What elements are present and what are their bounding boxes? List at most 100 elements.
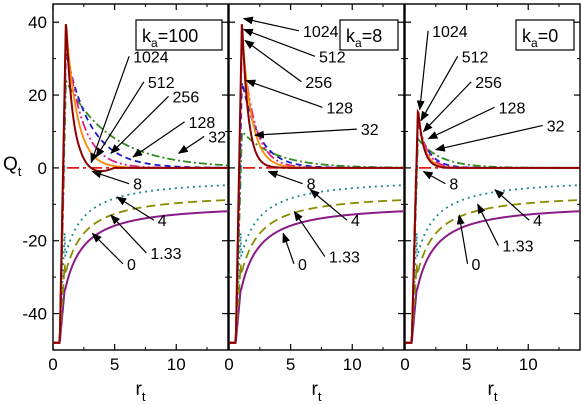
annotation-arrow [434,124,543,152]
series-line-1024 [229,24,404,344]
series-line-1-33 [229,199,404,344]
panel-label-frame [339,19,399,51]
annotation-arrow [116,196,155,221]
plot-frame [228,3,405,351]
series-line-8 [405,166,580,344]
annotation-arrow [242,28,316,57]
series-line-128 [53,53,228,344]
annotation-label: 1024 [133,49,169,66]
annotation-label: 1.33 [150,246,181,263]
x-tick-label: 0 [48,355,57,374]
annotation-arrow [253,128,357,139]
annotation-arrow [245,79,323,108]
annotation-arrow [132,121,185,158]
x-axis-label: rt [312,379,322,404]
series-line-8 [53,166,228,344]
annotation-label: 256 [173,89,200,106]
x-tick-label: 5 [286,355,295,374]
x-tick-label: 10 [519,355,538,374]
annotation-arrow [110,214,147,254]
annotation-arrow [427,106,495,140]
annotation-label: 32 [547,118,565,135]
y-tick-label: 0 [38,159,47,178]
annotation-arrow [91,232,124,265]
series-line-1024 [405,108,580,344]
series-line-4 [53,184,228,344]
x-tick-label: 10 [167,355,186,374]
annotation-arrow [416,30,429,111]
series-line-0 [53,210,228,344]
annotation-arrow [494,189,530,221]
panel-label-text: ka=8 [346,26,382,50]
series-line-4 [229,184,404,344]
annotation-arrow [422,81,472,133]
annotation-arrow [95,81,145,158]
annotation-arrow [422,171,446,185]
series-line-256 [405,116,580,344]
panel-label-box: ka=8 [339,19,399,51]
annotation-arrow [267,170,303,185]
series-group [53,24,228,344]
annotation-arrow [309,189,348,221]
annotation-label: 512 [319,49,346,66]
x-tick-label: 0 [224,355,233,374]
x-tick-label: 5 [110,355,119,374]
x-tick-label: 10 [343,355,362,374]
annotation-label: 256 [475,75,502,92]
panel-label-text: ka=100 [142,26,198,50]
annotation-label: 4 [533,213,542,230]
annotation-label: 128 [189,115,216,132]
series-line-0 [405,210,580,344]
annotation-label: 8 [449,177,458,194]
y-tick-label: 20 [28,86,47,105]
panel-label-frame [515,19,575,51]
annotation-arrow [90,56,130,164]
annotation-arrow [244,39,302,83]
annotation-label: 32 [208,129,226,146]
y-tick-label: -40 [22,305,47,324]
annotation-label: 8 [133,177,142,194]
y-tick-label: 40 [28,13,47,32]
annotation-label: 128 [499,100,526,117]
annotation-arrow [242,16,300,32]
panel-3: 0 5 10 rt ka=0 1024 512 256 128 32 8 41.33 0 [400,3,581,404]
annotation-label: 8 [307,177,316,194]
annotation-arrow [177,135,205,154]
annotation-label: 1.33 [502,239,533,256]
annotation-arrow [477,203,499,246]
annotation-label: 0 [472,257,481,274]
series-line-4 [405,184,580,344]
annotation-label: 1.33 [329,250,360,267]
annotation-arrow [110,95,169,155]
annotation-label: 4 [351,213,360,230]
panel-label-frame [135,19,223,51]
annotation-arrow [420,55,459,122]
plot-frame [404,3,581,351]
panel-2: 0 5 10 rt ka=8 1024 512 256 128 32 8 4 1.33 0 [224,3,405,404]
x-axis-label: rt [136,379,146,404]
annotation-label: 4 [158,213,167,230]
x-tick-label: 0 [400,355,409,374]
annotation-label: 0 [298,257,307,274]
series-line-32 [229,130,404,344]
annotation-label: 1024 [303,24,339,41]
series-line-1024 [53,24,228,344]
panel-label-box: ka=100 [135,19,223,51]
series-line-32 [405,137,580,344]
series-line-1-33 [53,199,228,344]
panel-label-text: ka=0 [522,26,558,50]
y-axis-label: Qt [3,154,22,179]
annotation-label: 32 [361,122,379,139]
plot-frame [52,3,229,351]
x-axis-label: rt [488,379,498,404]
annotation-arrow [293,210,326,257]
annotation-label: 128 [326,100,353,117]
panel-label-box: ka=0 [515,19,575,51]
y-tick-label: -20 [22,232,47,251]
annotation-label: 1024 [432,24,468,41]
annotation-label: 256 [305,75,332,92]
annotation-label: 512 [148,75,175,92]
annotation-arrow [282,232,295,265]
